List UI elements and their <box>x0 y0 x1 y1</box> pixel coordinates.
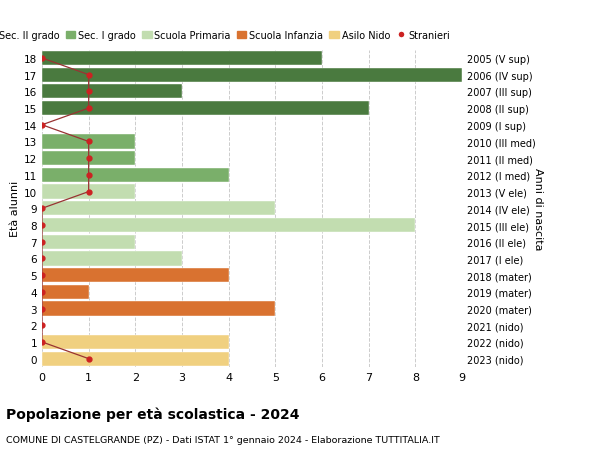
Bar <box>42 235 136 249</box>
Bar <box>42 285 89 299</box>
Bar <box>42 85 182 99</box>
Bar <box>42 352 229 366</box>
Bar <box>42 168 229 183</box>
Bar <box>42 185 136 199</box>
Bar <box>42 135 136 149</box>
Bar <box>42 335 229 349</box>
Bar <box>42 202 275 216</box>
Bar <box>42 52 322 66</box>
Y-axis label: Età alunni: Età alunni <box>10 181 20 237</box>
Bar <box>42 269 229 283</box>
Bar <box>42 252 182 266</box>
Bar <box>42 152 136 166</box>
Y-axis label: Anni di nascita: Anni di nascita <box>533 168 542 250</box>
Bar <box>42 102 368 116</box>
Legend: Sec. II grado, Sec. I grado, Scuola Primaria, Scuola Infanzia, Asilo Nido, Stran: Sec. II grado, Sec. I grado, Scuola Prim… <box>0 27 454 45</box>
Text: COMUNE DI CASTELGRANDE (PZ) - Dati ISTAT 1° gennaio 2024 - Elaborazione TUTTITAL: COMUNE DI CASTELGRANDE (PZ) - Dati ISTAT… <box>6 435 440 444</box>
Bar <box>42 68 462 83</box>
Bar <box>42 302 275 316</box>
Text: Popolazione per età scolastica - 2024: Popolazione per età scolastica - 2024 <box>6 406 299 421</box>
Bar <box>42 218 415 233</box>
